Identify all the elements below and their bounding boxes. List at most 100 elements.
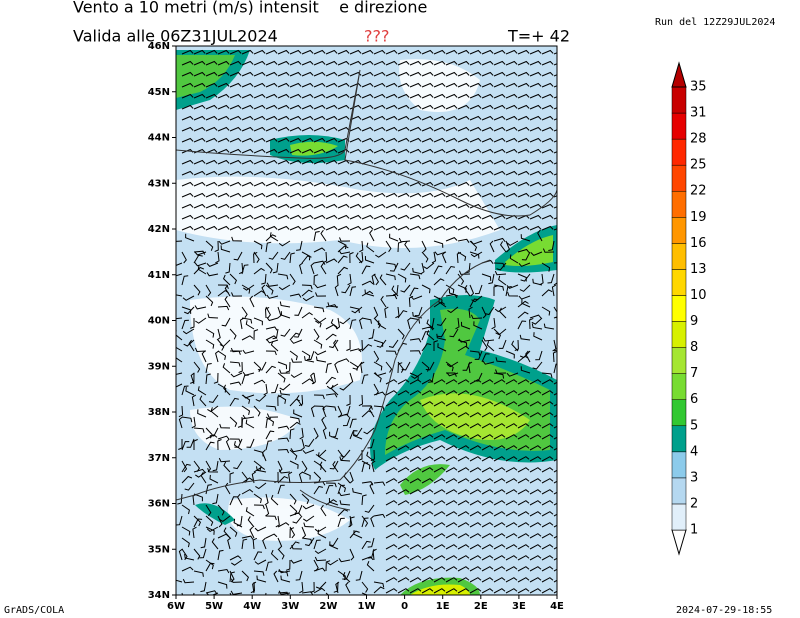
barb [337, 225, 350, 231]
barb [183, 339, 195, 347]
barb [493, 49, 506, 55]
barb [457, 137, 470, 143]
barb [337, 358, 350, 363]
barb [349, 319, 357, 330]
barb [253, 251, 258, 264]
barb [496, 262, 507, 271]
barb [493, 445, 506, 451]
barb [409, 423, 422, 429]
barb [541, 423, 554, 429]
barb [313, 339, 323, 349]
barb [373, 71, 386, 77]
barb [447, 306, 459, 314]
barb [493, 566, 506, 572]
barb [529, 401, 542, 407]
barb [385, 104, 398, 110]
barb [229, 472, 234, 484]
barb [409, 148, 422, 154]
barb [433, 555, 446, 561]
barb [505, 379, 518, 385]
barb [361, 214, 374, 220]
colorbar-segment [671, 164, 687, 192]
barb [290, 372, 303, 379]
barb [445, 412, 458, 418]
barb [265, 515, 277, 521]
barb [541, 71, 554, 77]
barb [373, 581, 385, 588]
barb [227, 537, 232, 550]
barb [541, 82, 554, 88]
barb [433, 82, 446, 88]
barb [421, 588, 434, 594]
barb [505, 203, 518, 209]
barb [421, 489, 434, 495]
barb [302, 504, 315, 510]
barb [230, 372, 243, 378]
barb [176, 357, 183, 363]
barb [241, 49, 254, 55]
barb [457, 467, 470, 473]
barb [351, 306, 363, 314]
barb [529, 137, 542, 143]
barb [505, 159, 518, 165]
barb [482, 337, 495, 342]
barb [541, 104, 554, 110]
barb [252, 581, 257, 594]
barb [301, 214, 314, 220]
barb [253, 115, 266, 121]
barb [433, 301, 446, 308]
barb [205, 148, 218, 154]
barb [257, 361, 267, 371]
barb [377, 320, 387, 330]
map-field [176, 46, 557, 595]
barb [265, 262, 273, 274]
barb [469, 434, 482, 440]
barb [325, 560, 331, 572]
barb [193, 225, 206, 231]
barb [385, 390, 398, 396]
barb [364, 255, 375, 264]
barb [517, 225, 530, 231]
barb [210, 407, 219, 418]
barb [301, 255, 312, 264]
barb [506, 372, 519, 377]
barb [241, 225, 254, 231]
barb [253, 251, 260, 263]
barb [289, 82, 302, 88]
barb [306, 350, 315, 361]
barb [313, 274, 319, 286]
barb [229, 397, 239, 407]
barb [541, 379, 554, 385]
barb [481, 225, 494, 231]
barb [373, 203, 386, 209]
barb [241, 570, 249, 582]
barb [217, 515, 223, 528]
barb [320, 504, 327, 517]
barb [225, 438, 231, 451]
barb [469, 82, 482, 88]
barb [493, 82, 506, 88]
barb [541, 137, 554, 143]
barb [493, 203, 506, 209]
barb [397, 181, 410, 187]
barb [433, 115, 446, 121]
barb [553, 306, 557, 319]
barb [361, 344, 373, 352]
lon-label: 3E [512, 601, 526, 612]
barb [481, 401, 494, 407]
barb [208, 394, 219, 403]
barb [409, 60, 422, 66]
barb [206, 592, 219, 595]
barb [337, 255, 348, 264]
barb [205, 295, 214, 307]
lon-label: 5W [205, 601, 223, 612]
barb [349, 214, 362, 220]
barb [181, 526, 191, 536]
barb [529, 60, 542, 66]
barb [315, 317, 327, 324]
barb [457, 225, 470, 231]
colorbar-segment [671, 451, 687, 479]
barb [217, 93, 230, 99]
barb [230, 578, 243, 583]
barb [241, 82, 254, 88]
